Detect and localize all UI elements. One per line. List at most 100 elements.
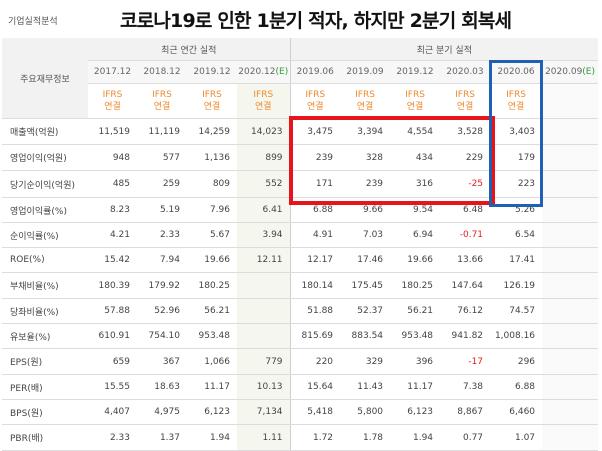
value-cell: 57.88 (88, 298, 137, 324)
period-header: 2020.09(E) (542, 60, 599, 84)
value-cell: 11,119 (137, 118, 187, 145)
value-cell: -17 (440, 348, 491, 375)
value-cell: 52.37 (340, 298, 391, 324)
value-cell: 147.64 (440, 272, 491, 299)
value-cell: 180.39 (88, 272, 137, 299)
value-cell: 2.33 (137, 222, 187, 248)
value-cell: 659 (88, 348, 137, 375)
headline-banner: 코로나19로 인한 1분기 적자, 하지만 2분기 회복세 (120, 10, 512, 32)
value-cell: 11,519 (88, 118, 137, 145)
value-cell: 296 (490, 348, 543, 375)
value-cell: 367 (137, 348, 187, 375)
value-cell: 1,066 (187, 348, 237, 375)
ifrs-label: IFRS 연결 (88, 83, 137, 119)
value-cell (542, 222, 599, 248)
value-cell (542, 272, 599, 299)
value-cell: -25 (440, 170, 491, 198)
value-cell: 6.88 (490, 374, 543, 400)
ifrs-line1: IFRS (506, 90, 526, 100)
value-cell: 13.66 (440, 247, 491, 273)
value-cell (542, 197, 599, 223)
ifrs-line1: IFRS (405, 90, 425, 100)
table-body: 매출액(억원) 11,519 11,119 14,259 14,023 3,475 3,39… (2, 118, 599, 451)
value-cell: 485 (88, 170, 137, 198)
row-label: 유보율(%) (2, 323, 88, 349)
row-label: BPS(원) (2, 399, 88, 425)
value-cell (542, 374, 599, 400)
q2-highlight-blue-box (489, 59, 544, 207)
ifrs-label: IFRS 연결 (340, 83, 391, 119)
value-cell: 175.45 (340, 272, 391, 299)
row-label: EPS(원) (2, 348, 88, 375)
value-cell: 7.96 (187, 197, 237, 223)
value-cell: 11.43 (340, 374, 391, 400)
period-header: 2020.03 (440, 60, 491, 84)
value-cell: 3,528 (440, 118, 491, 145)
value-cell: 1.78 (340, 424, 391, 451)
period-header: 2020.06 (490, 60, 543, 84)
value-cell: 12.11 (237, 247, 291, 273)
table-row: 영업이익률(%) 8.23 5.19 7.96 6.41 6.88 9.66 9.54 6.48… (2, 197, 599, 223)
row-label: 영업이익(억원) (2, 144, 88, 171)
value-cell: 4.21 (88, 222, 137, 248)
financial-table: 주요재무정보 최근 연간 실적 최근 분기 실적 2017.12 2018.12 2… (2, 38, 599, 451)
period-header-row: 2017.12 2018.12 2019.12 2020.12(E) 2019.06 20… (2, 60, 599, 84)
value-cell: 7,134 (237, 399, 291, 425)
value-cell: 754.10 (137, 323, 187, 349)
ifrs-label: IFRS 연결 (137, 83, 187, 119)
value-cell (237, 272, 291, 299)
value-cell: 74.57 (490, 298, 543, 324)
value-cell: 815.69 (290, 323, 341, 349)
value-cell: 229 (440, 144, 491, 171)
value-cell: 610.91 (88, 323, 137, 349)
value-cell (542, 399, 599, 425)
value-cell: 577 (137, 144, 187, 171)
ifrs-line2: 연결 (456, 102, 474, 112)
value-cell: 19.66 (390, 247, 441, 273)
value-cell: 126.19 (490, 272, 543, 299)
period-base: 2020.09 (545, 67, 583, 77)
estimate-mark: (E) (275, 67, 289, 77)
value-cell: 953.48 (187, 323, 237, 349)
value-cell: 1.72 (290, 424, 341, 451)
table-row: 영업이익(억원) 948 577 1,136 899 239 328 434 229 179 (2, 144, 599, 171)
table-row: 부채비율(%) 180.39 179.92 180.25 180.14 175.45 180… (2, 272, 599, 299)
period-header: 2019.09 (340, 60, 391, 84)
value-cell: 11.17 (390, 374, 441, 400)
value-cell: 180.25 (390, 272, 441, 299)
row-label: 당기순이익(억원) (2, 170, 88, 198)
group-header-row: 주요재무정보 최근 연간 실적 최근 분기 실적 (2, 38, 599, 119)
row-label: 당좌비율(%) (2, 298, 88, 324)
value-cell: 7.94 (137, 247, 187, 273)
value-cell: 56.21 (390, 298, 441, 324)
value-cell: 8,867 (440, 399, 491, 425)
ifrs-line1: IFRS (202, 90, 222, 100)
ifrs-label: IFRS 연결 (390, 83, 441, 119)
ifrs-line2: 연결 (104, 102, 121, 112)
value-cell: 12.17 (290, 247, 341, 273)
section-title: 기업실적분석 (8, 17, 58, 27)
value-cell: 7.38 (440, 374, 491, 400)
ifrs-line2: 연결 (507, 102, 525, 112)
value-cell: 3,403 (490, 118, 543, 145)
value-cell (542, 348, 599, 375)
value-cell: 6,460 (490, 399, 543, 425)
value-cell: 259 (137, 170, 187, 198)
ifrs-line1: IFRS (305, 90, 326, 100)
value-cell: 4,554 (390, 118, 441, 145)
value-cell: 883.54 (340, 323, 391, 349)
value-cell: 51.88 (290, 298, 341, 324)
ifrs-line2: 연결 (406, 102, 424, 112)
table-row: 유보율(%) 610.91 754.10 953.48 815.69 883.54 953.… (2, 323, 599, 349)
row-label: ROE(%) (2, 247, 88, 273)
value-cell: 239 (290, 144, 341, 171)
row-label: PER(배) (2, 374, 88, 400)
table-row: ROE(%) 15.42 7.94 19.66 12.11 12.17 17.46 19.66… (2, 247, 599, 273)
quarter-group-header: 최근 분기 실적 (290, 38, 599, 61)
value-cell: 8.23 (88, 197, 137, 223)
value-cell (542, 170, 599, 198)
table-row: PBR(배) 2.33 1.37 1.94 1.11 1.72 1.78 1.94 0.77 1.… (2, 424, 599, 451)
value-cell: 5.19 (137, 197, 187, 223)
value-cell: 239 (340, 170, 391, 198)
ifrs-line2: 연결 (307, 102, 324, 112)
